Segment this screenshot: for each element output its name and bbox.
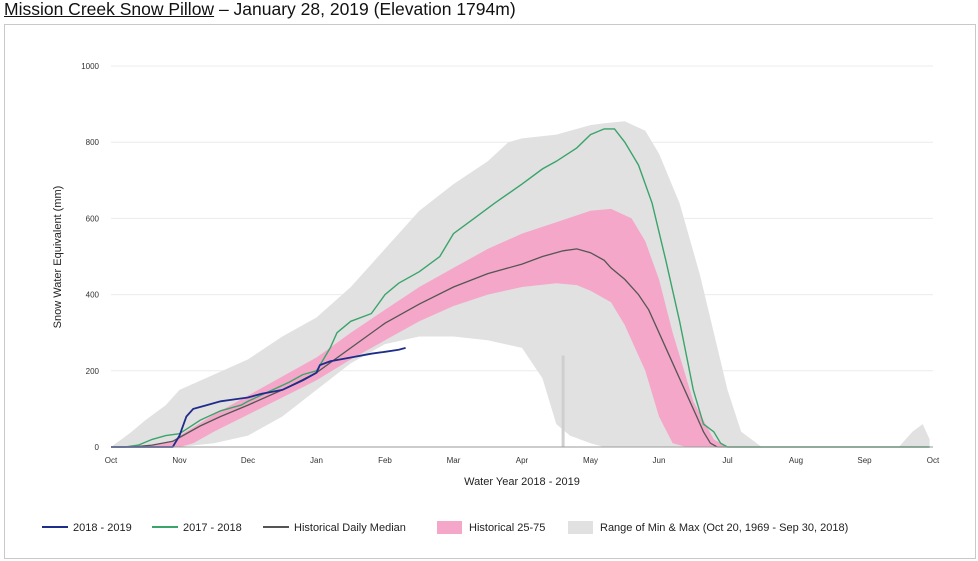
chart-frame bbox=[4, 24, 976, 559]
y-tick-label: 400 bbox=[86, 291, 100, 300]
x-tick-label: Mar bbox=[447, 456, 461, 465]
x-tick-label: Sep bbox=[857, 456, 872, 465]
y-tick-label: 1000 bbox=[81, 62, 99, 71]
x-tick-label: Jan bbox=[310, 456, 323, 465]
y-tick-label: 0 bbox=[95, 443, 100, 452]
x-tick-label: Dec bbox=[241, 456, 255, 465]
x-tick-label: Nov bbox=[172, 456, 186, 465]
x-tick-label: May bbox=[583, 456, 598, 465]
legend: 2018 - 2019 2017 - 2018 Historical Daily M… bbox=[42, 521, 848, 534]
legend-label: 2017 - 2018 bbox=[183, 522, 242, 534]
y-axis-title: Snow Water Equivalent (mm) bbox=[52, 186, 64, 329]
x-tick-label: Oct bbox=[105, 456, 118, 465]
x-axis-title: Water Year 2018 - 2019 bbox=[464, 476, 580, 488]
legend-label: Historical Daily Median bbox=[294, 522, 406, 534]
x-tick-labels: Oct Nov Dec Jan Feb Mar Apr May Jun Jul Aug Sep Oct bbox=[105, 456, 940, 465]
title-details: – January 28, 2019 (Elevation 1794m) bbox=[214, 0, 516, 19]
legend-label: 2018 - 2019 bbox=[73, 522, 132, 534]
y-tick-labels: 0 200 400 600 800 1000 bbox=[81, 62, 99, 452]
series-2017-2018 bbox=[111, 128, 930, 448]
legend-swatch bbox=[437, 521, 462, 534]
series-historical-median bbox=[111, 248, 930, 448]
y-tick-label: 200 bbox=[86, 367, 100, 376]
x-tick-label: Oct bbox=[927, 456, 940, 465]
x-tick-label: Apr bbox=[516, 456, 529, 465]
historical-25-75-area bbox=[111, 208, 930, 447]
x-tick-label: Feb bbox=[378, 456, 392, 465]
y-tick-label: 600 bbox=[86, 214, 100, 223]
y-tick-label: 800 bbox=[86, 138, 100, 147]
legend-label: Historical 25-75 bbox=[469, 522, 545, 534]
x-tick-label: Jul bbox=[722, 456, 732, 465]
legend-swatch bbox=[568, 521, 593, 534]
legend-label: Range of Min & Max (Oct 20, 1969 - Sep 3… bbox=[600, 522, 848, 534]
station-link[interactable]: Mission Creek Snow Pillow bbox=[4, 0, 215, 19]
page-title: Mission Creek Snow Pillow – January 28, … bbox=[4, 0, 516, 20]
x-tick-label: Aug bbox=[789, 456, 803, 465]
series-2018-2019 bbox=[111, 347, 406, 448]
x-tick-label: Jun bbox=[653, 456, 666, 465]
